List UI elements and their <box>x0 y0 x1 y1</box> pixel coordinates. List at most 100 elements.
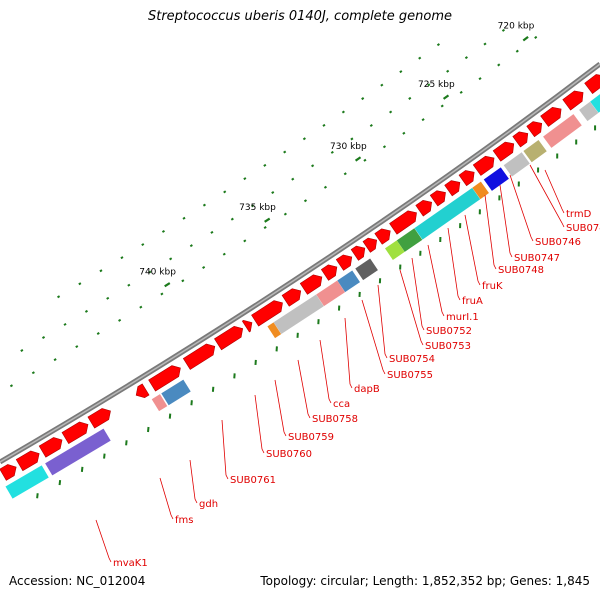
scale-dot <box>118 318 122 322</box>
scale-dot <box>120 256 124 260</box>
gene-label: fruA <box>462 296 483 307</box>
feature-bar <box>45 428 111 476</box>
scale-dot <box>330 150 334 154</box>
label-leader <box>544 169 565 214</box>
feature-bars <box>5 94 600 499</box>
scale-tick <box>522 36 529 42</box>
gene-label: gdh <box>199 499 218 510</box>
accession-text: Accession: NC_012004 <box>9 574 146 588</box>
scale-dot <box>84 309 88 313</box>
tick-label: 735 kbp <box>239 203 276 213</box>
scale-dot <box>427 83 431 87</box>
gene-arrow <box>335 254 353 271</box>
feature-bar <box>414 187 481 240</box>
scale-dot <box>263 226 267 230</box>
scale-dot <box>202 265 206 269</box>
scale-dot <box>350 137 354 141</box>
label-leader <box>377 284 388 359</box>
gene-arrow <box>374 228 391 245</box>
gene-label: SUB0746 <box>535 237 581 248</box>
gene-arrow <box>472 155 495 176</box>
scale-dot <box>291 177 295 181</box>
scale-dot <box>534 35 538 39</box>
scale-dot <box>160 292 164 296</box>
gene-arrow <box>135 383 150 399</box>
scale-dot <box>440 104 444 108</box>
scale-dot <box>63 322 67 326</box>
scale-dot <box>408 96 412 100</box>
scale-dot <box>31 371 35 375</box>
scale-dot <box>271 191 275 195</box>
scale-dot <box>302 137 306 141</box>
gene-arrow <box>429 190 446 207</box>
label-leader <box>344 317 353 389</box>
scale-dot <box>497 63 501 67</box>
gene-arrow <box>389 210 417 235</box>
scale-tick <box>264 217 271 223</box>
scale-dot <box>363 158 367 162</box>
feature-bar <box>472 181 489 200</box>
scale-dot <box>182 216 186 220</box>
scale-dot <box>251 204 255 208</box>
scale-dot <box>446 69 450 73</box>
topology-summary: Topology: circular; Length: 1,852,352 bp… <box>260 574 590 588</box>
feature-bar <box>523 139 547 163</box>
label-leader <box>297 359 311 419</box>
gene-arrow <box>526 121 543 138</box>
scale-dot <box>421 118 425 122</box>
feature-bar <box>384 240 405 260</box>
scale-dot <box>41 335 46 339</box>
gene-label: dapB <box>354 384 380 395</box>
scale-dot <box>222 252 226 256</box>
gene-label: SUB0752 <box>426 326 472 337</box>
scale-dot <box>139 305 143 309</box>
scale-dot <box>303 199 308 203</box>
gene-label: SUB0745 <box>566 223 600 234</box>
feature-bar <box>151 394 168 412</box>
feature-bar <box>355 258 378 281</box>
scale-dot <box>501 28 506 32</box>
gene-arrow <box>350 245 366 261</box>
feature-bar <box>5 465 49 499</box>
tick-label: 720 kbp <box>498 22 535 32</box>
gene-label: murI.1 <box>446 312 479 323</box>
gene-arrow <box>320 264 338 281</box>
scale-dots <box>9 28 538 388</box>
feature-bar <box>590 94 600 113</box>
inner-tick <box>103 453 106 459</box>
scale-dot <box>96 331 100 335</box>
scale-dot <box>464 56 468 60</box>
tick-label: 725 kbp <box>418 80 455 90</box>
scale-dot <box>459 90 463 94</box>
scale-dot <box>283 150 287 154</box>
gene-arrow <box>15 450 40 472</box>
scale-dot <box>343 172 347 176</box>
feature-bar <box>543 114 582 148</box>
scale-dot <box>380 83 384 87</box>
scale-dot <box>311 164 315 168</box>
label-leader <box>484 194 497 270</box>
gene-arrow <box>492 141 515 162</box>
scale-dot <box>243 177 247 181</box>
gene-arrows <box>0 74 600 481</box>
inner-ticks <box>36 125 597 499</box>
inner-tick <box>58 479 62 486</box>
inner-tick <box>80 466 84 472</box>
label-leader <box>427 244 445 317</box>
feature-bar <box>503 152 530 177</box>
label-leader <box>319 339 332 404</box>
label-leader <box>464 214 481 286</box>
gene-arrow <box>540 106 562 127</box>
label-leader <box>159 477 174 520</box>
tick-label: 730 kbp <box>330 142 367 152</box>
scale-tick <box>164 282 171 288</box>
scale-dot <box>161 229 166 233</box>
gene-label: SUB0758 <box>312 414 358 425</box>
feature-bar <box>316 280 345 307</box>
gene-arrow <box>299 274 323 295</box>
label-leader <box>529 164 565 228</box>
label-leader <box>274 379 287 437</box>
scale-dot <box>402 131 406 135</box>
